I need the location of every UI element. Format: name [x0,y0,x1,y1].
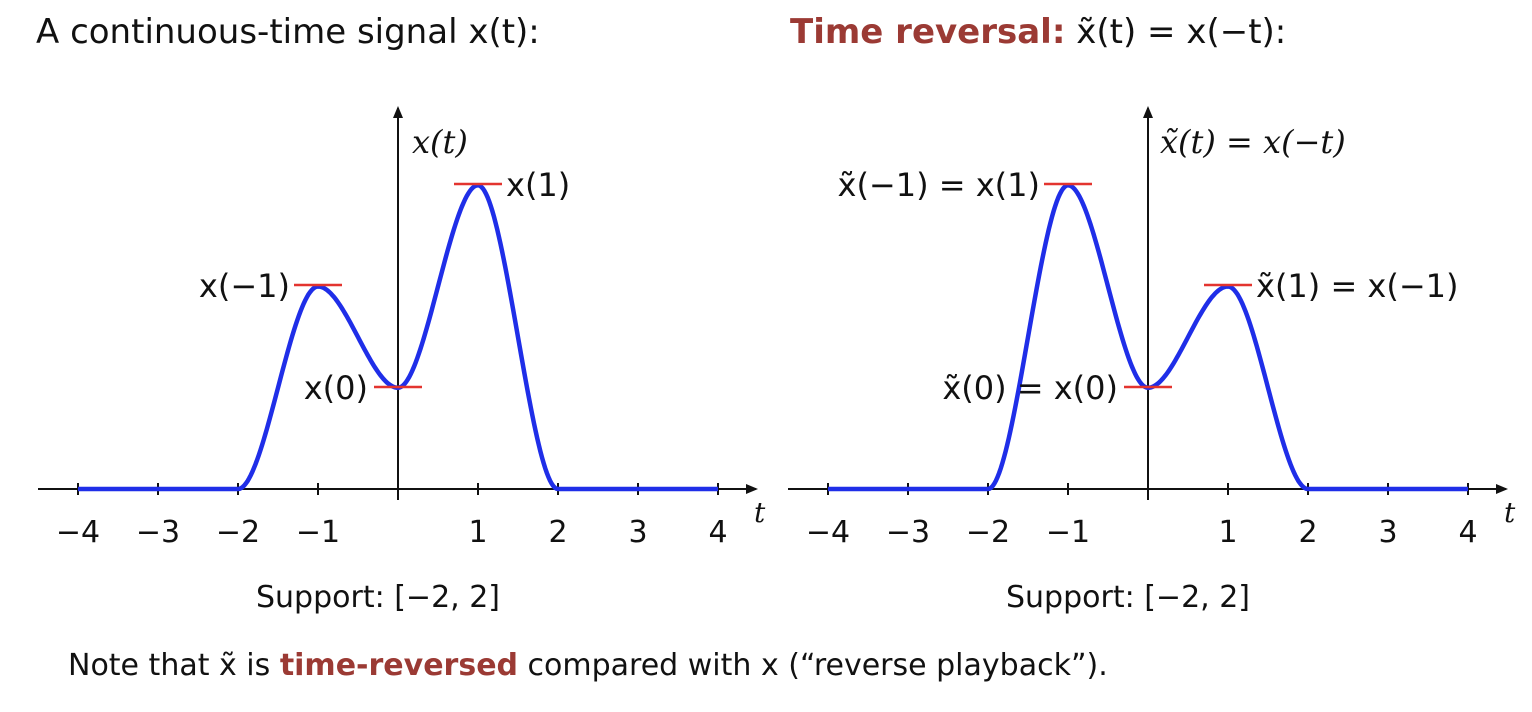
left-annotation-xneg1: x(−1) [199,267,290,305]
left-annotation-x0: x(0) [304,369,368,407]
right-heading: Time reversal: x̃(t) = x(−t): [790,12,1286,52]
right-tick-label-neg4: −4 [806,515,850,550]
left-annotation-x1: x(1) [506,166,570,204]
left-tick-label-neg2: −2 [216,515,260,550]
right-tick-labels: −4 −3 −2 −1 1 2 3 4 [806,515,1478,550]
right-tick-label-1: 1 [1218,515,1237,550]
right-support-label: Support: [−2, 2] [1006,580,1250,615]
footnote: Note that x̃ is time-reversed compared w… [68,648,1108,683]
left-heading: A continuous-time signal x(t): [36,12,540,52]
right-tick-label-neg3: −3 [886,515,930,550]
right-plot: −4 −3 −2 −1 1 2 3 4 x̃(t) = x(−t) t x̃(−1) = x(… [788,106,1516,615]
right-tick-label-3: 3 [1378,515,1397,550]
left-plot: −4 −3 −2 −1 1 2 3 4 x(t) t x(1) x(−1) x(0) Supp… [38,106,766,615]
left-tick-label-4: 4 [708,515,727,550]
footnote-after: compared with x (“reverse playback”). [518,648,1108,683]
left-tick-label-3: 3 [628,515,647,550]
right-tick-label-neg2: −2 [966,515,1010,550]
footnote-before: Note that x̃ is [68,648,280,683]
left-tick-label-neg4: −4 [56,515,100,550]
left-y-axis-label: x(t) [412,123,468,161]
right-y-axis-label: x̃(t) = x(−t) [1160,123,1346,161]
left-tick-label-2: 2 [548,515,567,550]
left-tick-label-neg1: −1 [296,515,340,550]
right-heading-formula: x̃(t) = x(−t): [1076,12,1287,52]
right-heading-accent: Time reversal: [790,12,1066,52]
right-x-axis-label: t [1504,496,1516,529]
right-tick-label-4: 4 [1458,515,1477,550]
left-heading-text: A continuous-time signal x(t): [36,12,540,52]
left-tick-label-1: 1 [468,515,487,550]
right-annotation-x0: x̃(0) = x(0) [942,369,1118,407]
left-tick-labels: −4 −3 −2 −1 1 2 3 4 [56,515,728,550]
right-annotation-xneg1: x̃(−1) = x(1) [838,166,1041,204]
left-support-label: Support: [−2, 2] [256,580,500,615]
right-tick-label-neg1: −1 [1046,515,1090,550]
right-annotation-x1: x̃(1) = x(−1) [1256,267,1459,305]
left-tick-label-neg3: −3 [136,515,180,550]
footnote-accent: time-reversed [279,648,519,683]
right-tick-label-2: 2 [1298,515,1317,550]
left-x-axis-label: t [754,496,766,529]
